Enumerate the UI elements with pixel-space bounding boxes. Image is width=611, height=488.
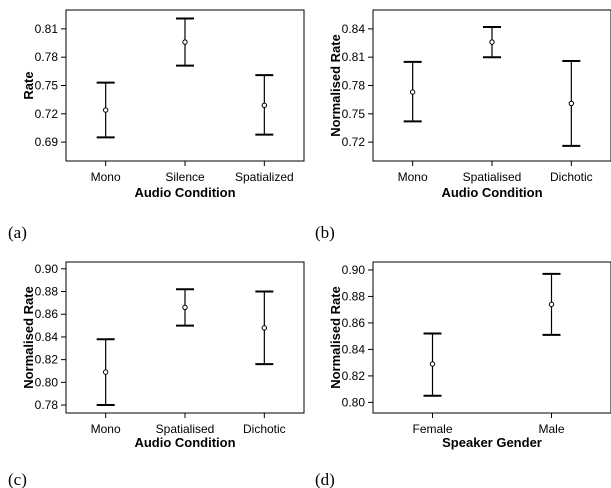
- chart-panel-1: 0.69 0.72 0.75 0.78 0.81 Mono Silence Spatializ…: [8, 9, 305, 242]
- y-tick-label: 0.81: [342, 50, 366, 64]
- y-tick-label: 0.88: [342, 289, 366, 303]
- y-tick-label: 0.88: [35, 285, 59, 299]
- y-tick-label: 0.81: [35, 22, 59, 36]
- mean-point: [548, 301, 555, 308]
- y-tick-label: 0.84: [342, 342, 366, 356]
- y-tick-label: 0.72: [35, 107, 59, 121]
- y-tick-label: 0.69: [35, 135, 59, 149]
- x-axis-label: Speaker Gender: [442, 435, 542, 450]
- y-tick-label: 0.90: [35, 262, 59, 276]
- y-tick-label: 0.75: [342, 107, 366, 121]
- y-tick-label: 0.78: [35, 50, 59, 64]
- x-tick-label: Female: [412, 422, 452, 436]
- y-tick-label: 0.84: [35, 330, 59, 344]
- mean-point: [409, 89, 416, 95]
- mean-point: [102, 369, 109, 375]
- x-tick-label: Mono: [91, 170, 121, 184]
- y-tick-label: 0.86: [342, 316, 366, 330]
- mean-point: [568, 100, 575, 107]
- y-axis-label: Normalised Rate: [328, 34, 343, 137]
- plot-frame: [372, 261, 611, 414]
- y-tick-label: 0.90: [342, 263, 366, 277]
- panel-label: (a): [8, 223, 27, 242]
- x-tick-label: Spatialised: [463, 170, 522, 184]
- x-tick-label: Male: [538, 422, 564, 436]
- x-tick-label: Spatialised: [156, 422, 215, 436]
- y-tick-label: 0.80: [342, 395, 366, 409]
- x-axis-label: Audio Condition: [134, 185, 235, 200]
- mean-point: [182, 39, 188, 45]
- panel-label: (d): [315, 470, 335, 488]
- y-tick-label: 0.84: [342, 22, 366, 36]
- x-axis-label: Audio Condition: [441, 185, 542, 200]
- mean-point: [182, 304, 188, 311]
- x-tick-label: Mono: [91, 422, 121, 436]
- x-tick-label: Dichotic: [550, 170, 593, 184]
- chart-panel-2: 0.72 0.75 0.78 0.81 0.84 Mono Spatialised Dicho…: [315, 9, 611, 242]
- x-tick-label: Dichotic: [243, 422, 286, 436]
- x-tick-label: Silence: [165, 170, 205, 184]
- chart-panel-4: 0.80 0.82 0.84 0.86 0.88 0.90 Female MaleSpeake…: [315, 261, 611, 488]
- x-axis-label: Audio Condition: [134, 435, 235, 450]
- panel-label: (c): [8, 470, 27, 488]
- y-tick-label: 0.82: [342, 369, 366, 383]
- mean-point: [489, 39, 495, 45]
- y-axis-label: Normalised Rate: [328, 286, 343, 389]
- mean-point: [429, 361, 436, 367]
- mean-point: [261, 102, 268, 109]
- mean-point: [102, 107, 109, 113]
- chart-panel-3: 0.78 0.80 0.82 0.84 0.86 0.88 0.90 Mono Spatiali…: [8, 261, 305, 488]
- x-tick-label: Spatialized: [235, 170, 294, 184]
- y-tick-label: 0.78: [35, 398, 59, 412]
- y-tick-label: 0.80: [35, 375, 59, 389]
- panels-root: 0.69 0.72 0.75 0.78 0.81 Mono Silence Spatializ…: [8, 9, 611, 488]
- mean-point: [261, 325, 268, 331]
- panel-label: (b): [315, 223, 335, 242]
- y-tick-label: 0.72: [342, 135, 366, 149]
- x-tick-label: Mono: [398, 170, 428, 184]
- y-axis-label: Normalised Rate: [21, 286, 36, 389]
- y-tick-label: 0.78: [342, 79, 366, 93]
- y-tick-label: 0.86: [35, 307, 59, 321]
- y-tick-label: 0.82: [35, 353, 59, 367]
- plot-frame: [65, 261, 305, 414]
- y-tick-label: 0.75: [35, 79, 59, 93]
- y-axis-label: Rate: [21, 71, 36, 99]
